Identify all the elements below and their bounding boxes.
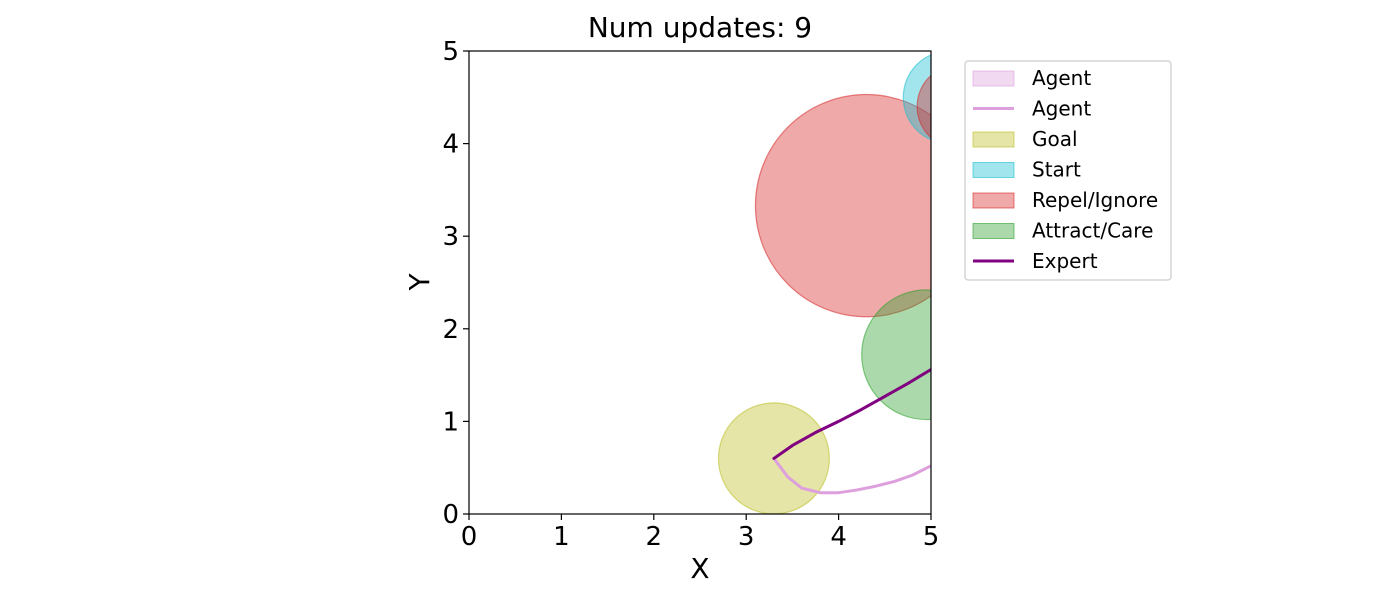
- y-tick-label: 3: [442, 222, 459, 252]
- y-tick-label: 4: [442, 130, 459, 160]
- legend-label: Agent: [1032, 66, 1091, 90]
- legend-swatch: [972, 192, 1015, 209]
- x-tick-label: 0: [461, 522, 478, 552]
- series-line-agent: [772, 456, 931, 495]
- legend-swatch: [972, 131, 1015, 148]
- x-tick-label: 5: [923, 522, 940, 552]
- region-circle-start: [902, 54, 931, 141]
- legend: Agent Agent Goal Start Repel/Ignore Attract/C…: [964, 60, 1172, 281]
- region-circle-repel-ignore: [916, 74, 931, 139]
- plot-frame: [468, 50, 932, 515]
- legend-label: Goal: [1032, 127, 1078, 151]
- legend-label: Start: [1032, 158, 1081, 182]
- plot-area: [717, 54, 931, 514]
- region-circle-repel-ignore: [754, 93, 931, 318]
- series-line-expert: [772, 368, 931, 460]
- legend-swatch: [972, 162, 1015, 178]
- legend-label: Repel/Ignore: [1032, 188, 1158, 212]
- x-axis-label: X: [690, 552, 709, 585]
- y-tick-label: 0: [442, 500, 459, 530]
- legend-frame: [964, 60, 1172, 281]
- y-tick-label: 1: [442, 407, 459, 437]
- legend-swatch: [972, 223, 1015, 239]
- x-tick-label: 4: [830, 522, 847, 552]
- legend-label: Agent: [1032, 97, 1091, 121]
- region-circle-attract-care: [861, 289, 931, 421]
- legend-label: Attract/Care: [1032, 219, 1153, 243]
- axis-ticks: 0 1 2 3 4 5 0 1 2 3 4 5: [442, 37, 939, 552]
- x-tick-label: 1: [553, 522, 570, 552]
- legend-items: Agent Agent Goal Start Repel/Ignore Attract/C…: [972, 66, 1158, 273]
- legend-swatch: [972, 70, 1015, 87]
- x-tick-label: 3: [738, 522, 755, 552]
- x-tick-label: 2: [646, 522, 663, 552]
- y-tick-label: 5: [442, 37, 459, 67]
- y-tick-label: 2: [442, 315, 459, 345]
- y-axis-label: Y: [403, 273, 436, 292]
- chart-title: Num updates: 9: [588, 11, 812, 44]
- legend-label: Expert: [1032, 249, 1098, 273]
